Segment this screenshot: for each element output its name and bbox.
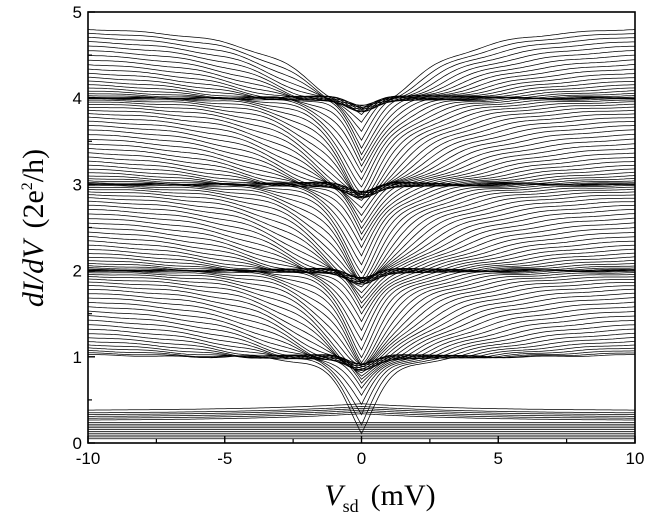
conductance-trace (88, 337, 635, 384)
conductance-trace (88, 80, 635, 132)
conductance-trace (88, 98, 635, 198)
x-axis-subscript: sd (343, 496, 359, 516)
conductance-trace (88, 64, 635, 108)
y-axis-title: dI/dV (2e2/h) (17, 149, 50, 307)
conductance-trace (88, 164, 635, 217)
conductance-trace (88, 54, 635, 112)
trace-group (88, 29, 635, 440)
conductance-trace (88, 116, 635, 196)
conductance-trace (88, 178, 635, 242)
conductance-trace (88, 240, 635, 288)
x-tick-label: 10 (626, 449, 645, 468)
conductance-trace (88, 265, 635, 332)
y-tick-label: 2 (73, 262, 82, 281)
conductance-trace (88, 186, 635, 282)
conductance-trace (88, 259, 635, 315)
conductance-trace (88, 324, 635, 374)
x-tick-label: 0 (357, 449, 366, 468)
y-axis-symbol: dI/dV (17, 237, 50, 307)
x-axis: -10 -5 0 5 10 (76, 436, 645, 468)
conductance-trace (88, 248, 635, 299)
conductance-trace (88, 267, 635, 342)
conductance-trace (88, 175, 635, 235)
conductance-trace (88, 95, 635, 167)
y-axis-unit-suffix: /h) (17, 149, 50, 182)
conductance-trace (88, 344, 635, 397)
x-tick-label: -10 (76, 449, 101, 468)
x-tick-label: -5 (217, 449, 232, 468)
conductance-trace (88, 270, 635, 366)
y-axis-unit-prefix: (2e (17, 190, 50, 228)
conductance-trace (88, 101, 635, 198)
conductance-trace (88, 278, 635, 368)
conductance-trace (88, 411, 635, 419)
conductance-trace (88, 72, 635, 116)
y-tick-label: 1 (73, 348, 82, 367)
conductance-trace (88, 148, 635, 193)
conductance-trace (88, 292, 635, 370)
conductance-trace (88, 285, 635, 371)
y-tick-label: 3 (73, 175, 82, 194)
conductance-trace (88, 268, 635, 351)
conductance-trace (88, 106, 635, 193)
conductance-trace (88, 263, 635, 323)
conductance-trace (88, 340, 635, 389)
y-axis: 0 1 2 3 4 5 (73, 3, 95, 453)
conductance-trace (88, 184, 635, 283)
conductance-trace (88, 236, 635, 283)
conductance-trace (88, 347, 635, 406)
conductance-trace (88, 32, 635, 107)
conductance-trace (88, 188, 635, 280)
conductance-trace (88, 252, 635, 304)
conductance-trace (88, 99, 635, 199)
conductance-trace (88, 332, 635, 380)
x-axis-unit: (mV) (371, 479, 436, 512)
conductance-trace (88, 41, 635, 111)
conductance-trace (88, 84, 635, 141)
conductance-trace (88, 350, 635, 416)
x-tick-label: 5 (494, 449, 503, 468)
plot-frame (87, 11, 636, 444)
conductance-trace (88, 87, 635, 150)
conductance-trace (88, 407, 635, 415)
conductance-trace (88, 352, 635, 426)
conductance-trace (88, 191, 635, 278)
conductance-trace (88, 168, 635, 224)
conductance-trace (88, 113, 635, 193)
conductance-trace (88, 180, 635, 249)
conductance-trace (88, 256, 635, 309)
conductance-trace (88, 36, 635, 109)
conductance-trace (88, 315, 635, 369)
conductance-trace (88, 29, 635, 106)
y-tick-label: 0 (73, 434, 82, 453)
conductance-trace (88, 297, 635, 368)
conductance-trace (88, 160, 635, 209)
conductance-trace (88, 68, 635, 110)
conductance-trace (88, 152, 635, 196)
conductance-trace (88, 76, 635, 123)
conductance-trace (88, 406, 635, 414)
conductance-trace (88, 244, 635, 294)
conductance-trace (88, 328, 635, 377)
y-axis-unit-sup: 2 (19, 182, 36, 190)
conductance-trace (88, 274, 635, 365)
conductance-trace (88, 92, 635, 162)
conductance-trace (88, 272, 635, 365)
conductance-trace (88, 45, 635, 113)
conductance-trace (88, 171, 635, 230)
conductance-trace (88, 409, 635, 417)
y-tick-label: 5 (73, 3, 82, 22)
conductance-trace (88, 109, 635, 192)
conductance-trace (88, 156, 635, 201)
conductance-trace (88, 103, 635, 196)
conductance-trace (88, 90, 635, 156)
conductance-trace (88, 281, 635, 370)
x-axis-title: Vsd (mV) (324, 479, 435, 516)
conductance-trace (88, 50, 635, 113)
x-axis-symbol: V (324, 479, 346, 512)
conductance-trace (88, 204, 635, 285)
conductance-trace (88, 413, 635, 421)
y-tick-label: 4 (73, 89, 82, 108)
